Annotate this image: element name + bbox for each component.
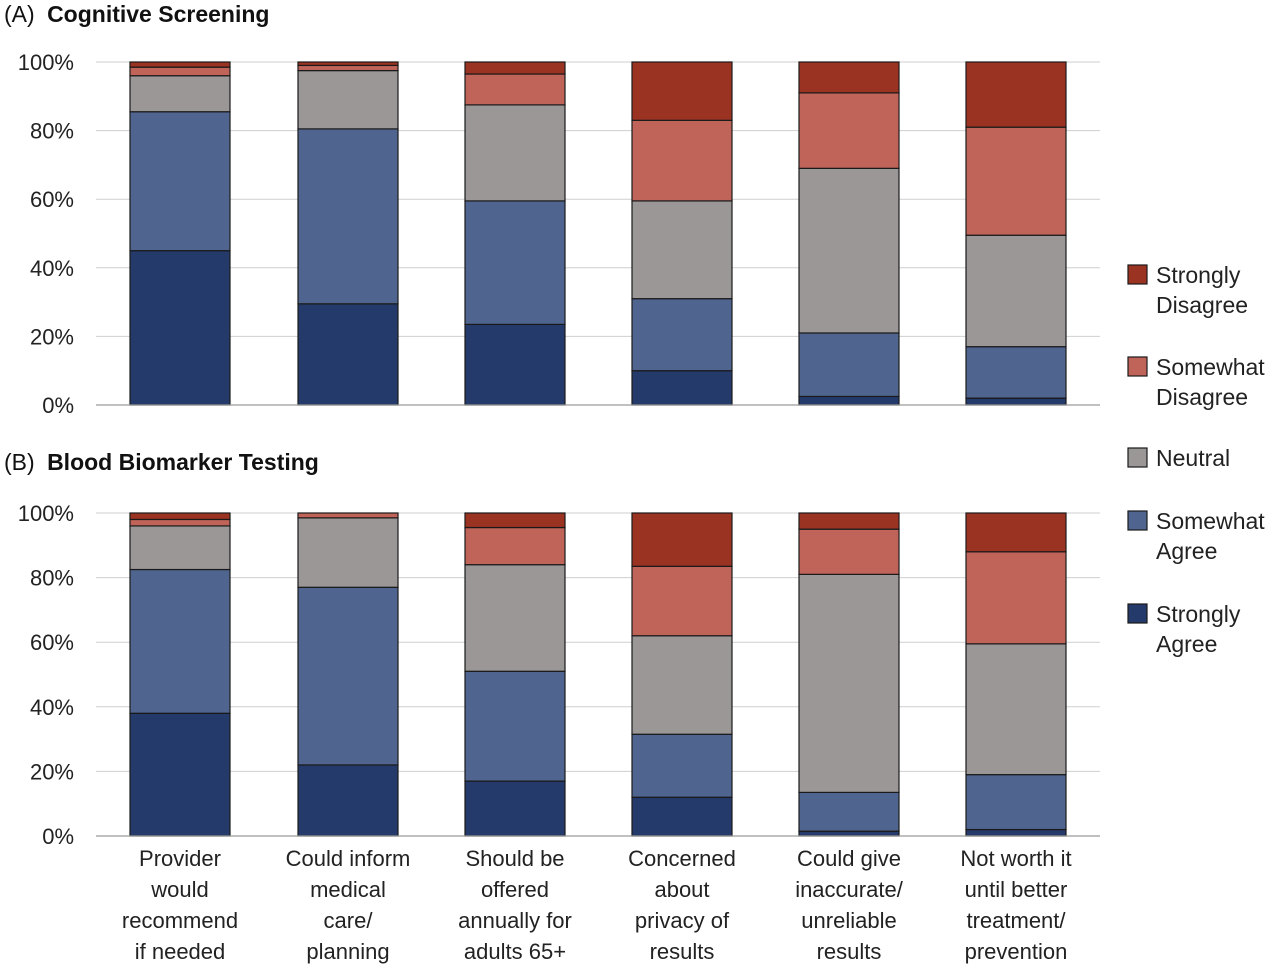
bar-segment-neutral (798, 573, 900, 793)
bar-segment-strongly-agree (798, 830, 900, 837)
bar-segment-strongly-agree (297, 303, 399, 406)
legend-swatch-strongly-disagree (1127, 264, 1148, 285)
bar-segment-neutral (464, 564, 566, 672)
bar-segment-strongly-disagree (129, 512, 231, 521)
legend-label: Somewhat Disagree (1156, 354, 1265, 410)
bar-segment-somewhat-agree (464, 670, 566, 782)
x-category-label: Should be offered annually for adults 65+ (458, 846, 572, 964)
legend-swatch-neutral (1127, 447, 1148, 468)
bar-segment-strongly-agree (798, 395, 900, 406)
bar-segment-strongly-agree (129, 712, 231, 837)
y-tick-label: 60% (30, 187, 74, 212)
y-tick-label: 0% (42, 393, 74, 418)
bar-segment-somewhat-disagree (297, 64, 399, 72)
bar-segment-strongly-disagree (631, 61, 733, 121)
bar-segment-somewhat-agree (129, 111, 231, 252)
bar-segment-strongly-agree (464, 780, 566, 837)
bar-segment-somewhat-agree (631, 298, 733, 372)
y-tick-label: 100% (18, 501, 74, 526)
legend-swatch-somewhat-agree (1127, 510, 1148, 531)
bar-segment-strongly-disagree (965, 512, 1067, 553)
panel-b-label: (B) (4, 449, 35, 475)
y-tick-label: 100% (18, 50, 74, 75)
bar-segment-strongly-disagree (798, 512, 900, 530)
panel-a-name: Cognitive Screening (47, 1, 269, 27)
legend-label: Neutral (1156, 445, 1230, 471)
bar-segment-somewhat-disagree (129, 518, 231, 527)
panel-a-title: (A) Cognitive Screening (4, 1, 269, 27)
bar-segment-somewhat-agree (129, 568, 231, 714)
y-tick-label: 80% (30, 566, 74, 591)
bar-segment-somewhat-agree (965, 774, 1067, 831)
bar-segment-strongly-agree (464, 323, 566, 406)
bar-segment-somewhat-disagree (464, 526, 566, 566)
bar-segment-neutral (129, 525, 231, 571)
bar-segment-strongly-agree (297, 764, 399, 837)
x-category-label: Provider would recommend if needed (122, 846, 238, 964)
bar-segment-neutral (129, 75, 231, 113)
bar-segment-neutral (631, 635, 733, 735)
bar-segment-somewhat-disagree (464, 73, 566, 106)
bar-segment-somewhat-disagree (297, 512, 399, 519)
x-category-label: Could give inaccurate/unreliable results (795, 846, 904, 964)
bar-segment-strongly-disagree (464, 61, 566, 75)
bar-segment-somewhat-agree (297, 586, 399, 766)
y-tick-label: 20% (30, 324, 74, 349)
panel-b-title: (B) Blood Biomarker Testing (4, 449, 319, 475)
bar-segment-strongly-disagree (965, 61, 1067, 128)
bar-segment-neutral (464, 104, 566, 202)
panel-b-name: Blood Biomarker Testing (47, 449, 319, 475)
y-tick-label: 80% (30, 119, 74, 144)
bar-segment-somewhat-disagree (129, 66, 231, 77)
bar-segment-neutral (798, 167, 900, 334)
bar-segment-somewhat-disagree (965, 551, 1067, 645)
bar-segment-somewhat-disagree (798, 92, 900, 169)
bar-segment-strongly-agree (965, 828, 1067, 837)
y-tick-label: 0% (42, 824, 74, 849)
legend-swatch-strongly-agree (1127, 603, 1148, 624)
panel-a-plot: 0% 20% 40% 60% 80% 100% (18, 50, 1100, 418)
bar-segment-strongly-agree (129, 250, 231, 406)
bar-segment-somewhat-disagree (798, 528, 900, 575)
bar-segment-strongly-agree (631, 796, 733, 837)
bar-segment-strongly-agree (631, 370, 733, 406)
bar-segment-strongly-disagree (129, 61, 231, 68)
bar-segment-neutral (965, 643, 1067, 776)
bar-segment-strongly-disagree (631, 512, 733, 567)
panel-a-label: (A) (4, 1, 35, 27)
bar-segment-somewhat-agree (631, 733, 733, 798)
bar-segment-somewhat-agree (297, 128, 399, 305)
legend: Strongly Disagree Somewhat Disagree Neutral S… (1127, 262, 1265, 657)
bar-segment-strongly-disagree (464, 512, 566, 529)
legend-label: Somewhat Agree (1156, 508, 1265, 564)
bar-segment-somewhat-agree (798, 791, 900, 832)
y-tick-label: 20% (30, 759, 74, 784)
bar-segment-somewhat-agree (965, 346, 1067, 399)
x-category-label: Concerned about privacy of results (628, 846, 736, 964)
bar-segment-somewhat-agree (464, 200, 566, 325)
bar-segment-neutral (965, 234, 1067, 348)
legend-swatch-somewhat-disagree (1127, 356, 1148, 377)
bar-segment-strongly-agree (965, 397, 1067, 406)
x-category-label: Not worth it until better treatment/preven… (960, 846, 1071, 964)
legend-label: Strongly Disagree (1156, 262, 1248, 318)
bar-segment-somewhat-agree (798, 332, 900, 398)
bar-segment-neutral (297, 517, 399, 588)
legend-label: Strongly Agree (1156, 601, 1241, 657)
y-tick-label: 40% (30, 256, 74, 281)
bar-segment-neutral (631, 200, 733, 300)
x-category-label: Could inform medical care/planning (286, 846, 411, 964)
bar-segment-neutral (297, 69, 399, 130)
bar-segment-somewhat-disagree (631, 565, 733, 637)
bar-segment-somewhat-disagree (965, 126, 1067, 236)
bar-segment-strongly-disagree (297, 61, 399, 67)
y-tick-label: 40% (30, 695, 74, 720)
y-tick-label: 60% (30, 630, 74, 655)
bar-segment-somewhat-disagree (631, 119, 733, 202)
bar-segment-strongly-disagree (798, 61, 900, 94)
panel-b-plot: 0% 20% 40% 60% 80% 100% Provider would recommend… (18, 501, 1100, 964)
